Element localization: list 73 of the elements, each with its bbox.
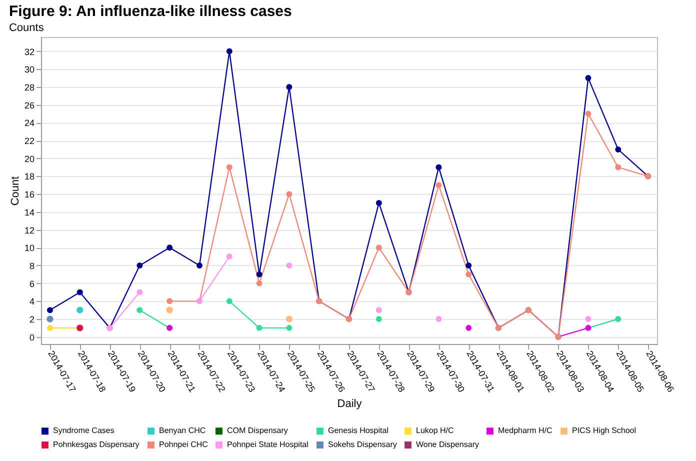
y-tick-label: 22 xyxy=(24,136,34,146)
point xyxy=(166,244,173,251)
legend-label: Genesis Hospital xyxy=(328,426,389,436)
point xyxy=(226,164,232,170)
point xyxy=(436,164,442,170)
point xyxy=(466,324,472,331)
legend-label: Syndrome Cases xyxy=(53,426,114,436)
point xyxy=(286,84,292,90)
point xyxy=(466,271,472,278)
legend-label: Sokehs Dispensary xyxy=(328,440,397,449)
point xyxy=(46,324,53,331)
x-axis-title: Daily xyxy=(337,398,362,410)
point xyxy=(376,200,382,206)
point xyxy=(585,110,592,117)
point xyxy=(585,75,592,82)
chart-title: Figure 9: An influenza-like illness cases xyxy=(8,3,292,20)
point xyxy=(615,146,622,152)
legend-label: Pohnpei CHC xyxy=(159,440,208,449)
point xyxy=(226,298,232,304)
y-axis-title: Count xyxy=(9,176,22,206)
point xyxy=(615,316,622,322)
y-tick-label: 6 xyxy=(29,278,34,289)
legend-label: Lukop H/C xyxy=(416,426,454,436)
point xyxy=(436,316,442,322)
point xyxy=(226,254,232,260)
y-tick-label: 24 xyxy=(24,118,34,128)
point xyxy=(166,298,173,304)
legend-label: Pohnkesgas Dispensary xyxy=(53,440,140,449)
point xyxy=(436,182,442,188)
point xyxy=(196,262,202,268)
y-tick-label: 0 xyxy=(29,332,34,342)
legend-label: Medpharm H/C xyxy=(498,426,552,436)
point xyxy=(46,316,54,322)
y-tick-label: 32 xyxy=(24,46,34,57)
point xyxy=(76,289,83,296)
legend-label: PICS High School xyxy=(572,426,636,436)
legend-label: Wone Dispensary xyxy=(416,440,479,449)
point xyxy=(256,324,262,331)
chart-subtitle: Counts xyxy=(8,22,44,34)
y-tick-label: 26 xyxy=(24,100,34,110)
point xyxy=(256,280,262,286)
y-tick-label: 12 xyxy=(24,225,34,236)
point xyxy=(286,191,292,198)
y-tick-label: 28 xyxy=(24,82,34,92)
y-tick-label: 20 xyxy=(24,154,34,164)
point xyxy=(76,306,84,314)
point xyxy=(286,324,292,331)
y-tick-label: 18 xyxy=(24,172,34,182)
y-tick-label: 4 xyxy=(29,296,34,307)
point xyxy=(286,262,292,268)
point xyxy=(136,262,143,268)
y-tick-label: 14 xyxy=(24,207,34,218)
point xyxy=(46,307,53,314)
point xyxy=(376,316,382,322)
legend-label: Benyan CHC xyxy=(159,426,206,436)
legend-label: Pohnpei State Hospital xyxy=(227,440,309,449)
legend-label: COM Dispensary xyxy=(227,426,288,436)
point xyxy=(136,289,143,296)
point xyxy=(136,307,143,314)
y-tick-label: 16 xyxy=(24,190,34,200)
y-tick-label: 2 xyxy=(29,314,34,325)
point xyxy=(376,244,382,251)
point xyxy=(256,271,262,278)
y-tick-label: 10 xyxy=(24,243,34,254)
point xyxy=(226,48,232,54)
point xyxy=(166,306,173,314)
point xyxy=(585,316,592,322)
y-tick-label: 8 xyxy=(29,260,34,271)
point xyxy=(615,164,622,170)
point xyxy=(376,307,382,314)
point xyxy=(286,316,293,322)
point xyxy=(466,262,472,268)
y-tick-label: 30 xyxy=(24,64,34,75)
